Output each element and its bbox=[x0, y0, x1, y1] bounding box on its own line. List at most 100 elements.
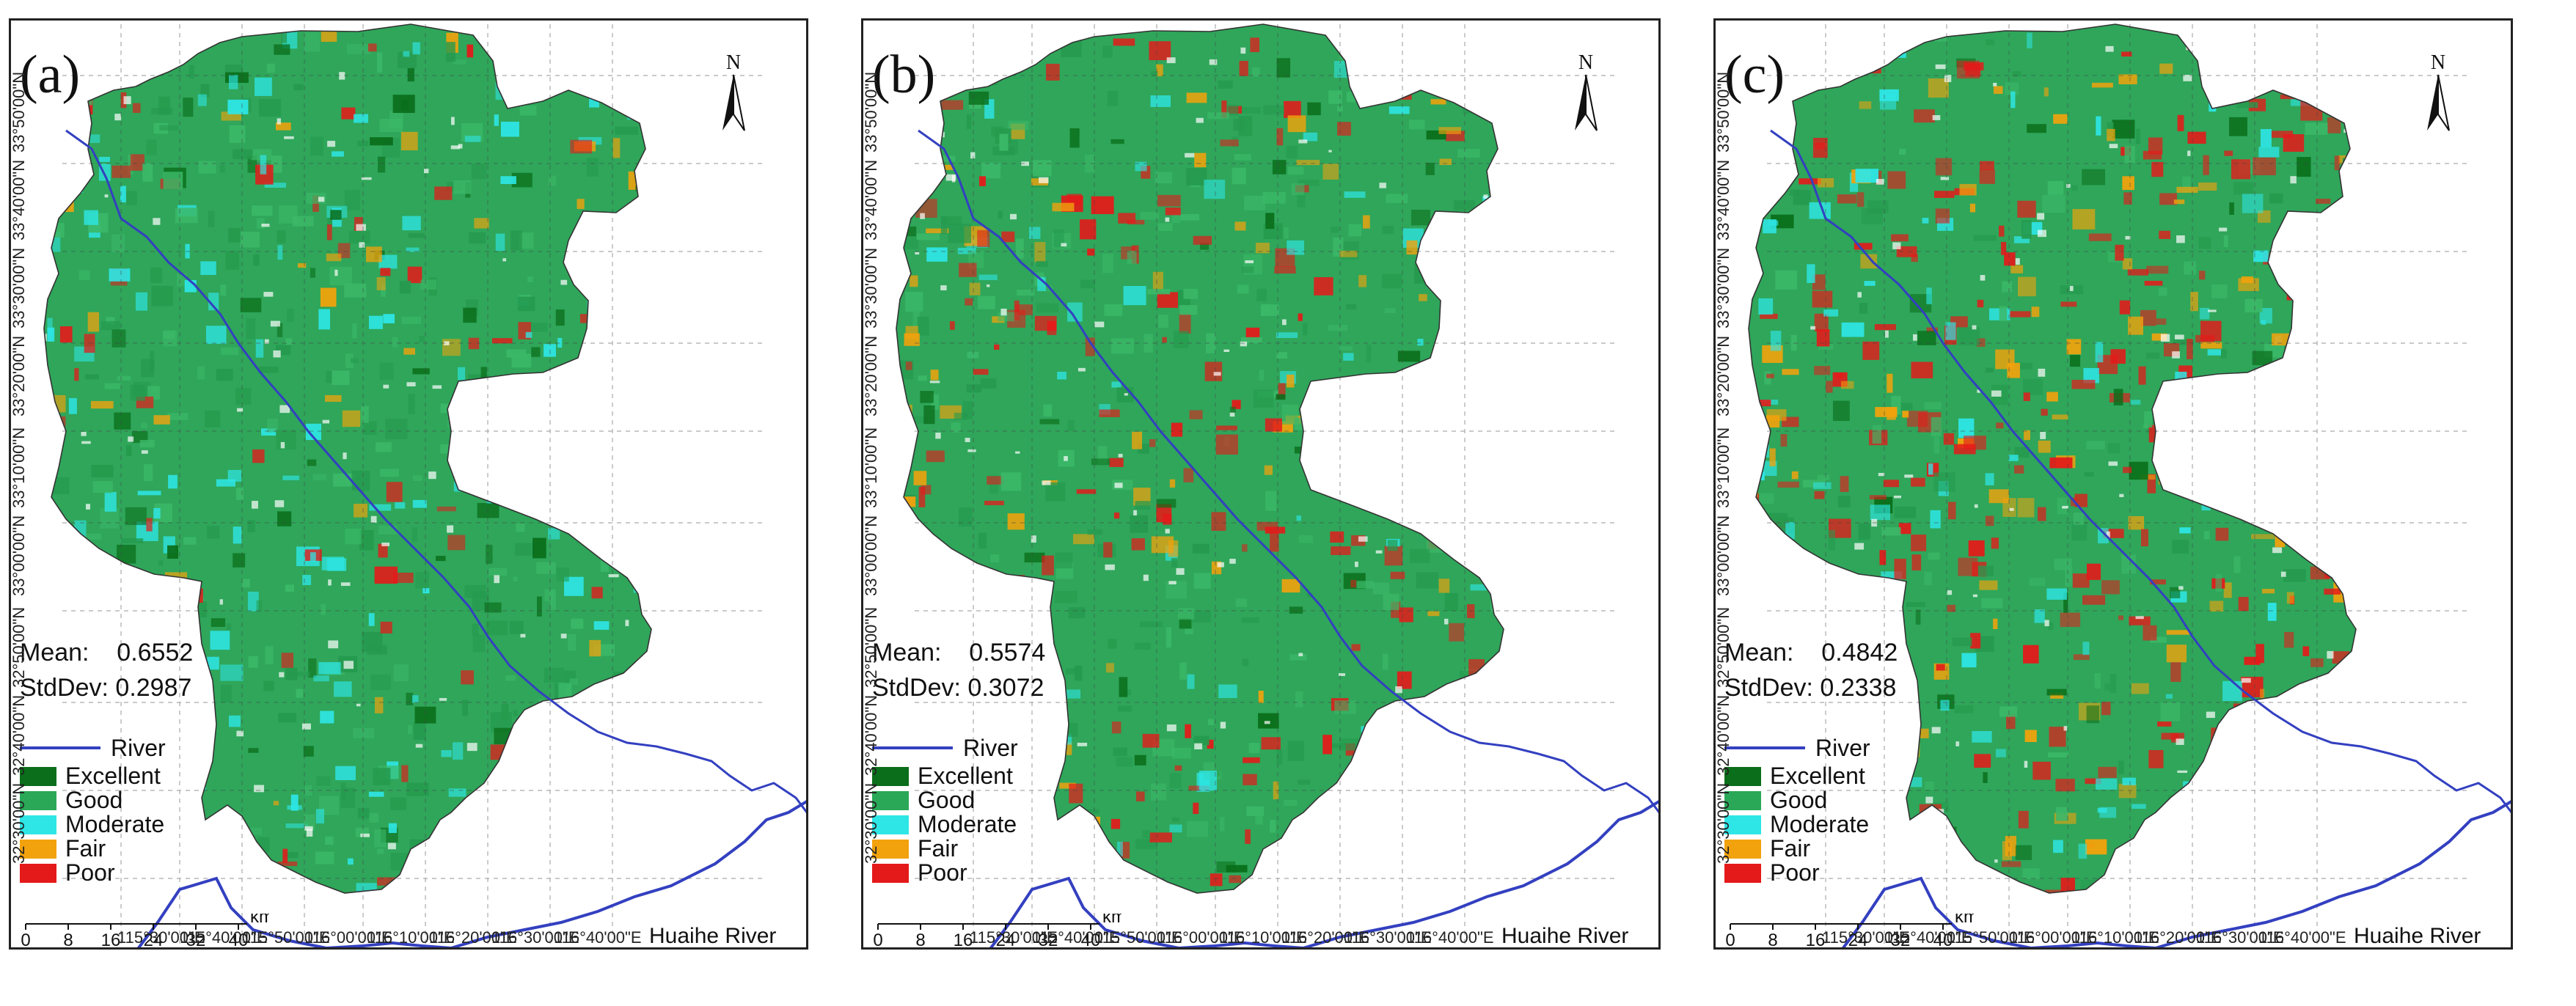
legend-label: Poor bbox=[1770, 859, 1820, 886]
latitude-label: 33°50'00"N bbox=[10, 71, 28, 153]
legend-item: Good bbox=[1724, 787, 1870, 813]
map-panel-b: (b) N Mean: 0.5574 StdDev: 0.3072 River E… bbox=[861, 18, 1661, 950]
legend-item: Fair bbox=[20, 835, 166, 862]
longitude-label: 116°30'00"E bbox=[491, 928, 579, 947]
scale-tick-label: 16 bbox=[954, 930, 973, 949]
longitude-label: 115°40'00"E bbox=[1032, 928, 1120, 947]
latitude-label: 33°30'00"N bbox=[1714, 247, 1732, 328]
longitude-label: 116°10'00"E bbox=[367, 928, 455, 947]
scale-unit-label: km bbox=[1955, 914, 1974, 927]
latitude-label: 33°40'00"N bbox=[862, 159, 880, 241]
legend-swatch bbox=[1724, 863, 1761, 883]
latitude-label: 32°30'00"N bbox=[862, 782, 880, 864]
latitude-label: 33°10'00"N bbox=[10, 427, 28, 508]
longitude-label: 116°30'00"E bbox=[1344, 928, 1432, 947]
latitude-label: 33°20'00"N bbox=[1714, 335, 1732, 416]
legend-item: Moderate bbox=[20, 811, 166, 837]
latitude-label: 33°50'00"N bbox=[1714, 71, 1732, 153]
scale-tick-label: 40 bbox=[229, 930, 249, 949]
huaihe-river-label: Huaihe River bbox=[2354, 924, 2481, 948]
map-canvas bbox=[896, 23, 1658, 947]
stddev-value: 0.3072 bbox=[967, 674, 1044, 702]
longitude-label: 115°50'00"E bbox=[1947, 928, 2035, 947]
legend-label: Poor bbox=[918, 859, 967, 886]
legend-label: Good bbox=[918, 787, 976, 813]
longitude-label: 116°20'00"E bbox=[429, 928, 517, 947]
huaihe-river-label: Huaihe River bbox=[1501, 924, 1629, 948]
legend-label: Moderate bbox=[1770, 811, 1870, 837]
stddev-label: StdDev: bbox=[20, 674, 109, 702]
longitude-label: 116°20'00"E bbox=[2134, 928, 2222, 947]
scale-tick-label: 40 bbox=[1933, 930, 1953, 949]
longitude-label: 115°40'00"E bbox=[180, 928, 268, 947]
region-boundary bbox=[43, 23, 652, 894]
scale-tick-label: 0 bbox=[21, 930, 30, 949]
legend-swatch bbox=[872, 790, 909, 810]
mean-value: 0.6552 bbox=[117, 639, 194, 667]
legend-swatch bbox=[872, 839, 909, 859]
scale-tick-label: 32 bbox=[1891, 930, 1911, 949]
latitude-label: 33°40'00"N bbox=[1714, 159, 1732, 241]
huaihe-river-line bbox=[1842, 800, 2511, 947]
panel-label: (c) bbox=[1724, 45, 1785, 105]
longitude-label: 115°50'00"E bbox=[1094, 928, 1182, 947]
scale-tick-label: 32 bbox=[186, 930, 206, 949]
scale-tick-label: 0 bbox=[873, 930, 882, 949]
scale-unit-label: km bbox=[250, 914, 269, 927]
legend-river-line bbox=[872, 746, 953, 749]
latitude-label: 33°40'00"N bbox=[10, 159, 28, 241]
mean-label: Mean: bbox=[1724, 639, 1794, 667]
longitude-label: 116°40'00"E bbox=[2258, 928, 2346, 947]
legend: River Excellent Good Moderate Fair Poor bbox=[872, 732, 1018, 886]
map-panel-a: (a) N Mean: 0.6552 StdDev: 0.2987 River E… bbox=[9, 18, 808, 950]
latitude-label: 32°50'00"N bbox=[10, 606, 28, 688]
legend-swatch bbox=[1724, 766, 1761, 786]
legend-item: Good bbox=[20, 787, 166, 813]
north-arrow-icon: N bbox=[708, 50, 759, 138]
statistics-box: Mean: 0.6552 StdDev: 0.2987 bbox=[20, 635, 193, 705]
graticule bbox=[62, 24, 766, 947]
scale-bar: 0 8 16 24 32 40km bbox=[20, 914, 269, 949]
scale-unit-label: km bbox=[1102, 914, 1121, 927]
stddev-label: StdDev: bbox=[1724, 674, 1813, 702]
legend-item: Good bbox=[872, 787, 1018, 813]
legend-swatch bbox=[1724, 790, 1761, 810]
legend-label: Fair bbox=[65, 835, 106, 862]
legend-item: Fair bbox=[1724, 835, 1870, 862]
stddev-value: 0.2338 bbox=[1820, 674, 1897, 702]
graticule bbox=[915, 24, 1619, 947]
legend-item: Poor bbox=[20, 859, 166, 886]
scale-tick-label: 24 bbox=[996, 930, 1016, 949]
region-boundary bbox=[896, 23, 1504, 894]
scale-tick-label: 16 bbox=[101, 930, 121, 949]
scale-tick-label: 0 bbox=[1725, 930, 1735, 949]
longitude-label: 116°10'00"E bbox=[2071, 928, 2159, 947]
longitude-label: 115°30'00"E bbox=[970, 928, 1058, 947]
latitude-label: 33°00'00"N bbox=[1714, 515, 1732, 596]
legend-label: Excellent bbox=[1770, 763, 1865, 789]
river-line bbox=[918, 129, 1658, 813]
scale-tick-label: 8 bbox=[63, 930, 73, 949]
latitude-label: 33°00'00"N bbox=[862, 515, 880, 596]
legend-item: Fair bbox=[872, 835, 1018, 862]
latitude-label: 32°50'00"N bbox=[1714, 606, 1732, 688]
legend-swatch bbox=[872, 863, 909, 883]
longitude-label: 115°30'00"E bbox=[1822, 928, 1910, 947]
legend-swatch bbox=[20, 839, 56, 859]
north-label: N bbox=[1578, 51, 1593, 74]
latitude-label: 33°20'00"N bbox=[862, 335, 880, 416]
latitude-label: 33°30'00"N bbox=[862, 247, 880, 328]
legend-item: Poor bbox=[1724, 859, 1870, 886]
legend-item: Moderate bbox=[1724, 811, 1870, 837]
latitude-label: 32°50'00"N bbox=[862, 606, 880, 688]
map-canvas bbox=[1748, 23, 2511, 947]
legend: River Excellent Good Moderate Fair Poor bbox=[1724, 732, 1870, 886]
panel-label: (a) bbox=[20, 45, 81, 105]
stddev-label: StdDev: bbox=[872, 674, 961, 702]
latitude-label: 32°40'00"N bbox=[1714, 694, 1732, 776]
legend-item: Moderate bbox=[872, 811, 1018, 837]
legend-label: Moderate bbox=[918, 811, 1017, 837]
panel-label: (b) bbox=[872, 45, 936, 105]
latitude-label: 33°00'00"N bbox=[10, 515, 28, 596]
mean-label: Mean: bbox=[20, 639, 89, 667]
